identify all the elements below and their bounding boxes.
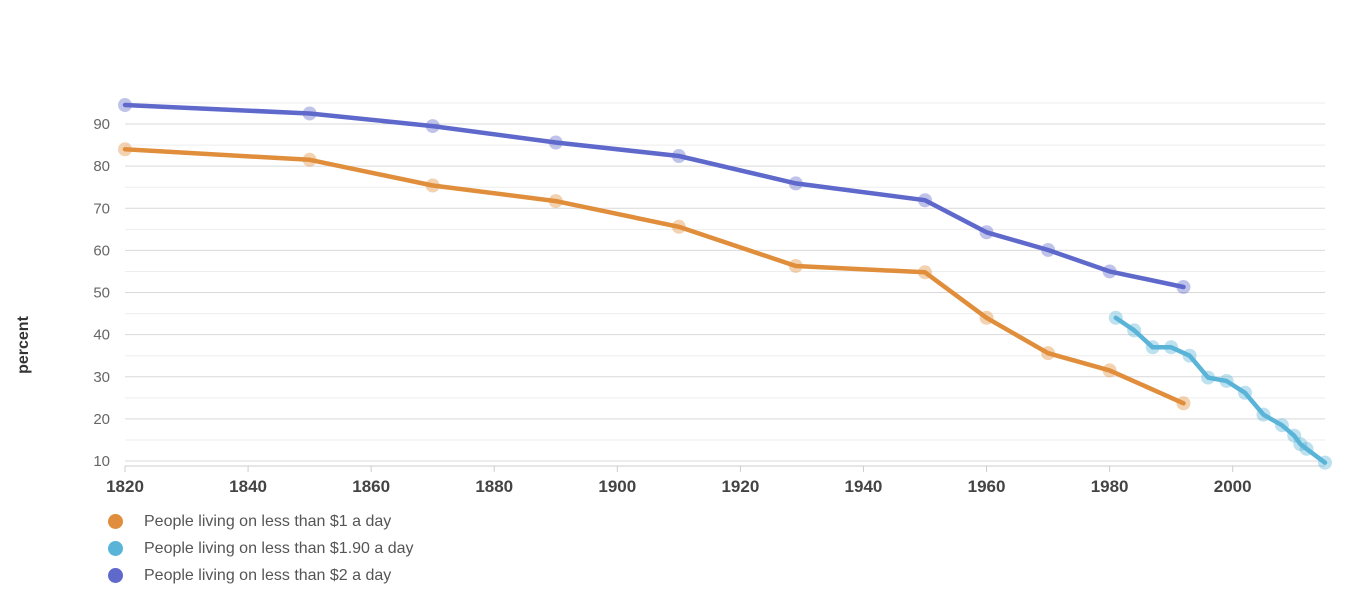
data-point[interactable] [1274,418,1289,433]
data-point[interactable] [425,178,440,193]
data-point[interactable] [118,98,132,113]
legend-item[interactable]: People living on less than $1 a day [108,508,414,535]
data-point[interactable] [1201,370,1216,385]
x-tick-label: 1840 [229,477,267,496]
legend-marker [108,514,123,529]
y-tick-label: 30 [93,369,110,386]
data-point[interactable] [788,258,803,273]
y-tick-label: 40 [93,327,110,344]
data-point[interactable] [1145,340,1160,355]
data-point[interactable] [1102,264,1117,279]
legend-label: People living on less than $1 a day [144,512,392,530]
data-point[interactable] [788,176,803,191]
x-tick-label: 2000 [1214,477,1252,496]
data-point[interactable] [671,149,686,164]
legend-label: People living on less than $1.90 a day [144,539,414,557]
x-axis-ticks: 1820 1840 1860 1880 1900 1920 1940 1960 1980 2000 [106,466,1252,496]
x-tick-label: 1900 [598,477,636,496]
data-point[interactable] [1238,385,1252,400]
data-point[interactable] [1041,346,1056,361]
data-point[interactable] [1293,437,1308,452]
data-point[interactable] [918,265,932,280]
y-tick-label: 50 [93,285,110,302]
data-point[interactable] [1127,323,1142,338]
x-tick-label: 1820 [106,477,144,496]
series-line[interactable] [1113,315,1328,465]
x-tick-label: 1860 [352,477,390,496]
y-tick-label: 70 [93,200,110,217]
data-point[interactable] [1182,348,1197,363]
y-tick-label: 60 [93,242,110,259]
data-point[interactable] [1164,340,1179,355]
data-point[interactable] [1299,441,1314,456]
data-point[interactable] [1176,280,1191,295]
data-point[interactable] [1176,396,1191,411]
series-layer [118,98,1332,470]
y-tick-label: 20 [93,411,110,428]
data-point[interactable] [425,119,440,134]
data-point[interactable] [1102,363,1117,378]
y-axis-ticks: 10 20 30 40 50 60 70 80 90 [93,116,110,470]
data-point[interactable] [118,142,132,157]
data-point[interactable] [1318,455,1332,470]
data-point[interactable] [979,225,994,240]
data-point[interactable] [1108,310,1123,325]
data-point[interactable] [671,219,686,234]
legend-item[interactable]: People living on less than $2 a day [108,562,414,589]
data-point[interactable] [918,193,932,208]
series-line[interactable] [122,147,1186,406]
data-point[interactable] [1219,373,1234,388]
y-axis-label: percent [15,315,32,373]
legend: People living on less than $1 a day Peopl… [108,508,414,589]
y-tick-label: 90 [93,116,110,133]
x-tick-label: 1880 [475,477,513,496]
data-point[interactable] [548,194,563,209]
data-point[interactable] [1256,407,1271,422]
y-tick-label: 80 [93,158,110,175]
legend-label: People living on less than $2 a day [144,566,392,584]
data-point[interactable] [1041,242,1056,257]
legend-marker [108,541,123,556]
series-2 [1108,310,1332,470]
series-1 [118,142,1191,411]
x-tick-label: 1980 [1091,477,1129,496]
data-point[interactable] [302,106,317,121]
data-point[interactable] [548,135,563,150]
x-tick-label: 1960 [968,477,1006,496]
series-line[interactable] [122,102,1186,290]
y-tick-label: 10 [93,453,110,470]
legend-item[interactable]: People living on less than $1.90 a day [108,535,414,562]
x-tick-label: 1920 [721,477,759,496]
legend-marker [108,568,123,583]
data-point[interactable] [302,152,317,167]
grid-lines [125,102,1325,467]
series-3 [118,98,1191,295]
data-point[interactable] [1287,428,1302,443]
x-tick-label: 1940 [845,477,883,496]
data-point[interactable] [979,310,994,325]
